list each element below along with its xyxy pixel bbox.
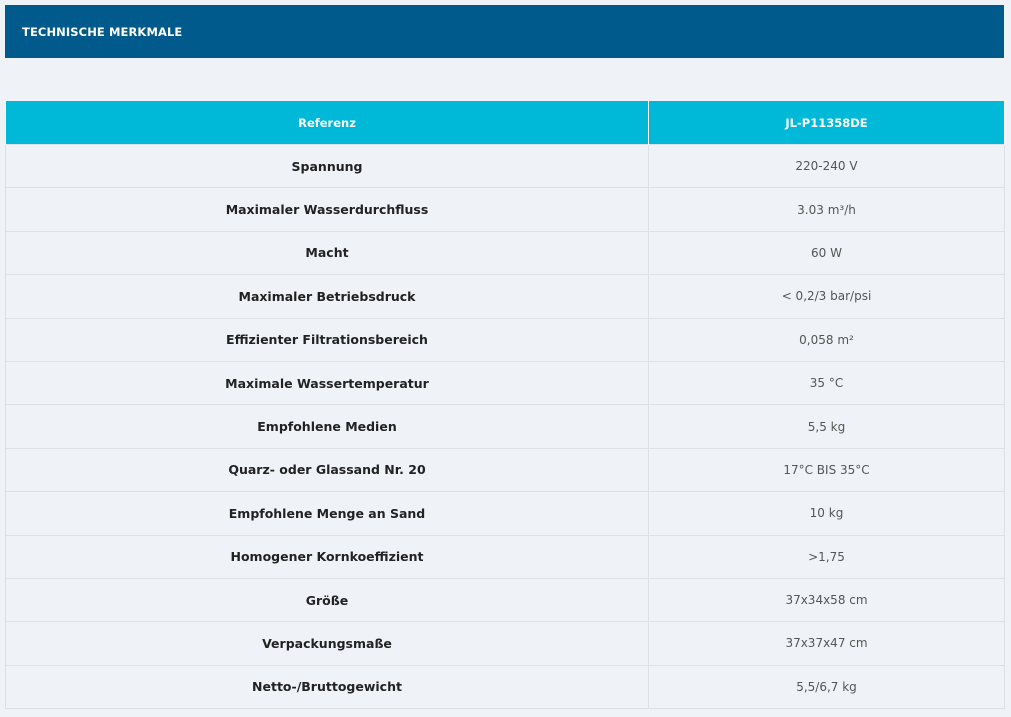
spec-label: Spannung bbox=[5, 143, 649, 189]
spec-value: 220-240 V bbox=[648, 143, 1005, 189]
table-row: Empfohlene Menge an Sand 10 kg bbox=[5, 491, 1005, 536]
spec-label: Homogener Kornkoeffizient bbox=[5, 534, 649, 579]
spec-label: Empfohlene Medien bbox=[5, 404, 649, 449]
spec-label: Größe bbox=[5, 577, 649, 623]
spec-value: 10 kg bbox=[648, 491, 1005, 536]
spec-value: 17°C BIS 35°C bbox=[648, 447, 1005, 493]
column-header-model: JL-P11358DE bbox=[648, 101, 1005, 145]
table-row: Effizienter Filtrationsbereich 0,058 m² bbox=[5, 317, 1005, 362]
spec-table: Referenz JL-P11358DE Spannung 220-240 V … bbox=[5, 101, 1005, 710]
spec-value: >1,75 bbox=[648, 534, 1005, 579]
spec-value: 0,058 m² bbox=[648, 317, 1005, 362]
spec-value: 37x37x47 cm bbox=[648, 621, 1005, 666]
spec-value: 37x34x58 cm bbox=[648, 577, 1005, 623]
spec-value: 60 W bbox=[648, 230, 1005, 276]
table-row: Netto-/Bruttogewicht 5,5/6,7 kg bbox=[5, 664, 1005, 710]
section-title: TECHNISCHE MERKMALE bbox=[22, 24, 183, 39]
spec-label: Macht bbox=[5, 230, 649, 276]
spec-label: Maximale Wassertemperatur bbox=[5, 360, 649, 406]
spec-value: < 0,2/3 bar/psi bbox=[648, 274, 1005, 319]
table-header-row: Referenz JL-P11358DE bbox=[5, 101, 1005, 145]
spec-label: Maximaler Wasserdurchfluss bbox=[5, 187, 649, 232]
spec-value: 35 °C bbox=[648, 360, 1005, 406]
table-row: Quarz- oder Glassand Nr. 20 17°C BIS 35°… bbox=[5, 447, 1005, 493]
spec-label: Quarz- oder Glassand Nr. 20 bbox=[5, 447, 649, 493]
spec-value: 3.03 m³/h bbox=[648, 187, 1005, 232]
table-row: Größe 37x34x58 cm bbox=[5, 577, 1005, 623]
spec-label: Empfohlene Menge an Sand bbox=[5, 491, 649, 536]
spec-label: Verpackungsmaße bbox=[5, 621, 649, 666]
section-header: TECHNISCHE MERKMALE bbox=[5, 5, 1004, 58]
table-row: Verpackungsmaße 37x37x47 cm bbox=[5, 621, 1005, 666]
table-row: Maximaler Betriebsdruck < 0,2/3 bar/psi bbox=[5, 274, 1005, 319]
spec-value: 5,5/6,7 kg bbox=[648, 664, 1005, 710]
spec-label: Maximaler Betriebsdruck bbox=[5, 274, 649, 319]
table-row: Maximaler Wasserdurchfluss 3.03 m³/h bbox=[5, 187, 1005, 232]
spec-label: Netto-/Bruttogewicht bbox=[5, 664, 649, 710]
table-row: Maximale Wassertemperatur 35 °C bbox=[5, 360, 1005, 406]
spec-value: 5,5 kg bbox=[648, 404, 1005, 449]
column-header-reference: Referenz bbox=[5, 101, 649, 145]
table-row: Macht 60 W bbox=[5, 230, 1005, 276]
table-row: Empfohlene Medien 5,5 kg bbox=[5, 404, 1005, 449]
spec-label: Effizienter Filtrationsbereich bbox=[5, 317, 649, 362]
table-row: Homogener Kornkoeffizient >1,75 bbox=[5, 534, 1005, 579]
table-row: Spannung 220-240 V bbox=[5, 143, 1005, 189]
